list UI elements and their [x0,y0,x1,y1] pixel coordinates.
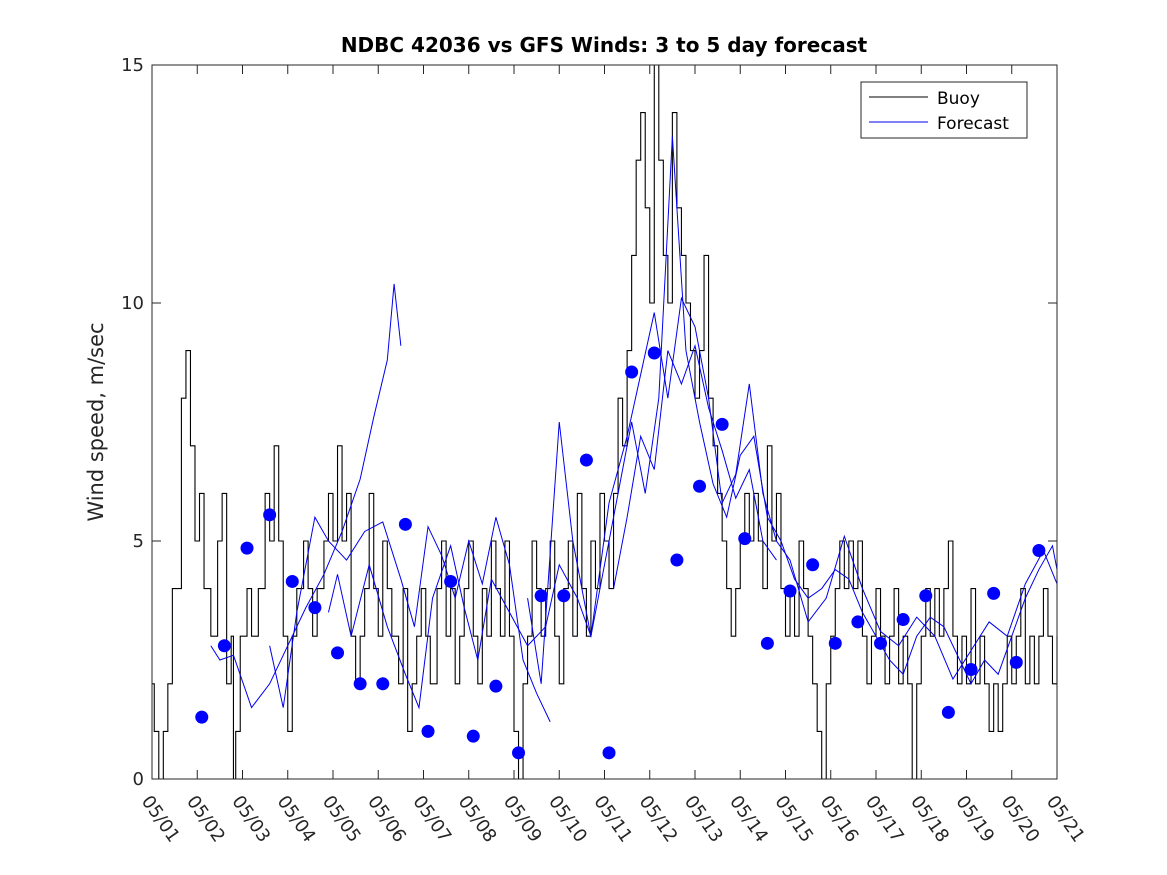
forecast-marker-17 [557,589,571,603]
forecast-line-3 [327,136,1058,710]
x-tick-label: 05/08 [454,792,501,847]
y-tick-label: 0 [133,769,144,790]
forecast-marker-7 [331,646,345,660]
x-tick-label: 05/13 [680,792,727,847]
x-tick-label: 05/05 [318,792,365,847]
x-tick-label: 05/11 [589,792,636,847]
forecast-marker-24 [715,417,729,431]
forecast-marker-31 [874,636,888,650]
forecast-marker-26 [760,636,774,650]
forecast-marker-33 [919,589,933,603]
x-tick-label: 05/03 [227,792,274,847]
chart-title: NDBC 42036 vs GFS Winds: 3 to 5 day fore… [341,33,868,57]
forecast-marker-28 [806,558,820,572]
forecast-marker-11 [421,724,435,738]
forecast-marker-4 [263,508,277,522]
forecast-marker-32 [896,613,910,627]
forecast-marker-20 [625,365,639,379]
forecast-marker-29 [828,636,842,650]
y-axis-label: Wind speed, m/sec [84,322,108,521]
forecast-marker-5 [285,574,299,588]
x-tick-label: 05/15 [770,792,817,847]
forecast-marker-13 [466,729,480,743]
forecast-marker-19 [602,746,616,760]
y-tick-label: 15 [121,55,144,76]
y-tick-label: 10 [121,293,144,314]
forecast-marker-6 [308,601,322,615]
y-tick-label: 5 [133,531,144,552]
forecast-marker-27 [783,584,797,598]
forecast-marker-16 [534,589,548,603]
x-tick-label: 05/10 [544,792,591,847]
plot-area [152,65,1057,779]
x-tick-label: 05/07 [408,792,455,847]
x-tick-label: 05/17 [861,792,908,847]
x-tick-label: 05/06 [363,792,410,847]
forecast-marker-35 [964,663,978,677]
x-tick-label: 05/02 [182,792,229,847]
forecast-marker-37 [1009,655,1023,669]
forecast-marker-30 [851,615,865,629]
buoy-series-group [152,64,1058,780]
forecast-line-2 [269,515,551,723]
x-tick-label: 05/09 [499,792,546,847]
forecast-marker-22 [670,553,684,567]
x-tick-label: 05/14 [725,792,772,847]
forecast-marker-group [195,346,1046,760]
forecast-marker-21 [647,346,661,360]
x-tick-label: 05/01 [137,792,184,847]
forecast-marker-12 [444,574,458,588]
forecast-line-4 [527,296,1058,684]
forecast-series-group [210,136,1058,723]
forecast-line-1 [210,283,402,709]
forecast-marker-18 [579,453,593,467]
forecast-marker-25 [738,532,752,546]
buoy-line [152,64,1058,780]
legend-buoy-label: Buoy [937,89,980,109]
forecast-marker-3 [240,541,254,555]
forecast-marker-1 [195,710,209,724]
x-tick-label: 05/16 [816,792,863,847]
forecast-marker-9 [376,677,390,691]
forecast-marker-36 [987,586,1001,600]
x-tick-label: 05/04 [273,792,320,847]
forecast-line-5 [613,344,777,589]
forecast-marker-14 [489,679,503,693]
forecast-marker-23 [693,479,707,493]
x-tick-label: 05/18 [906,792,953,847]
x-tick-label: 05/20 [997,792,1044,847]
forecast-marker-34 [941,705,955,719]
forecast-marker-15 [512,746,526,760]
forecast-marker-2 [217,639,231,653]
legend: Buoy Forecast [860,81,1028,139]
x-tick-label: 05/21 [1042,792,1089,847]
forecast-marker-10 [398,517,412,531]
x-tick-label: 05/12 [635,792,682,847]
legend-box [860,81,1028,139]
x-tick-label: 05/19 [951,792,998,847]
forecast-marker-8 [353,677,367,691]
legend-forecast-label: Forecast [937,114,1009,134]
forecast-marker-38 [1032,544,1046,558]
